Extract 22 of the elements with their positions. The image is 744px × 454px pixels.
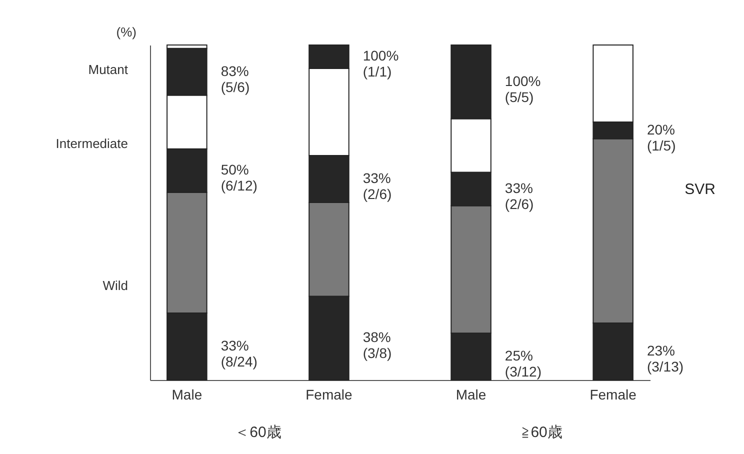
x-tick-label: Male xyxy=(456,386,486,402)
annotation: 50% (6/12) xyxy=(220,162,258,194)
annotation: 25% (3/12) xyxy=(504,348,542,380)
x-tick-label: Female xyxy=(590,386,637,402)
annotation: 33% (2/6) xyxy=(504,180,534,212)
annotation: 38% (3/8) xyxy=(362,329,392,362)
y-axis-title: (%) xyxy=(116,24,136,40)
annotation: 100% (5/5) xyxy=(504,72,541,105)
annotation: 20% (1/5) xyxy=(646,121,676,154)
annotation: 23% (3/13) xyxy=(646,342,684,375)
annotation: 33% (2/6) xyxy=(362,170,392,202)
annotation: 100% (1/1) xyxy=(362,48,399,80)
text: Intermediate xyxy=(56,136,128,151)
text: Wild xyxy=(102,278,128,294)
annotation: 33% (8/24) xyxy=(220,338,258,370)
text: ＜60歳 xyxy=(234,424,282,441)
text: Mutant xyxy=(88,62,128,78)
text: ≧60歳 xyxy=(522,424,562,441)
annotation: 83% (5/6) xyxy=(220,62,250,95)
text: SVR xyxy=(684,181,716,198)
x-tick-label: Male xyxy=(172,386,202,402)
x-tick-label: Female xyxy=(306,386,353,402)
